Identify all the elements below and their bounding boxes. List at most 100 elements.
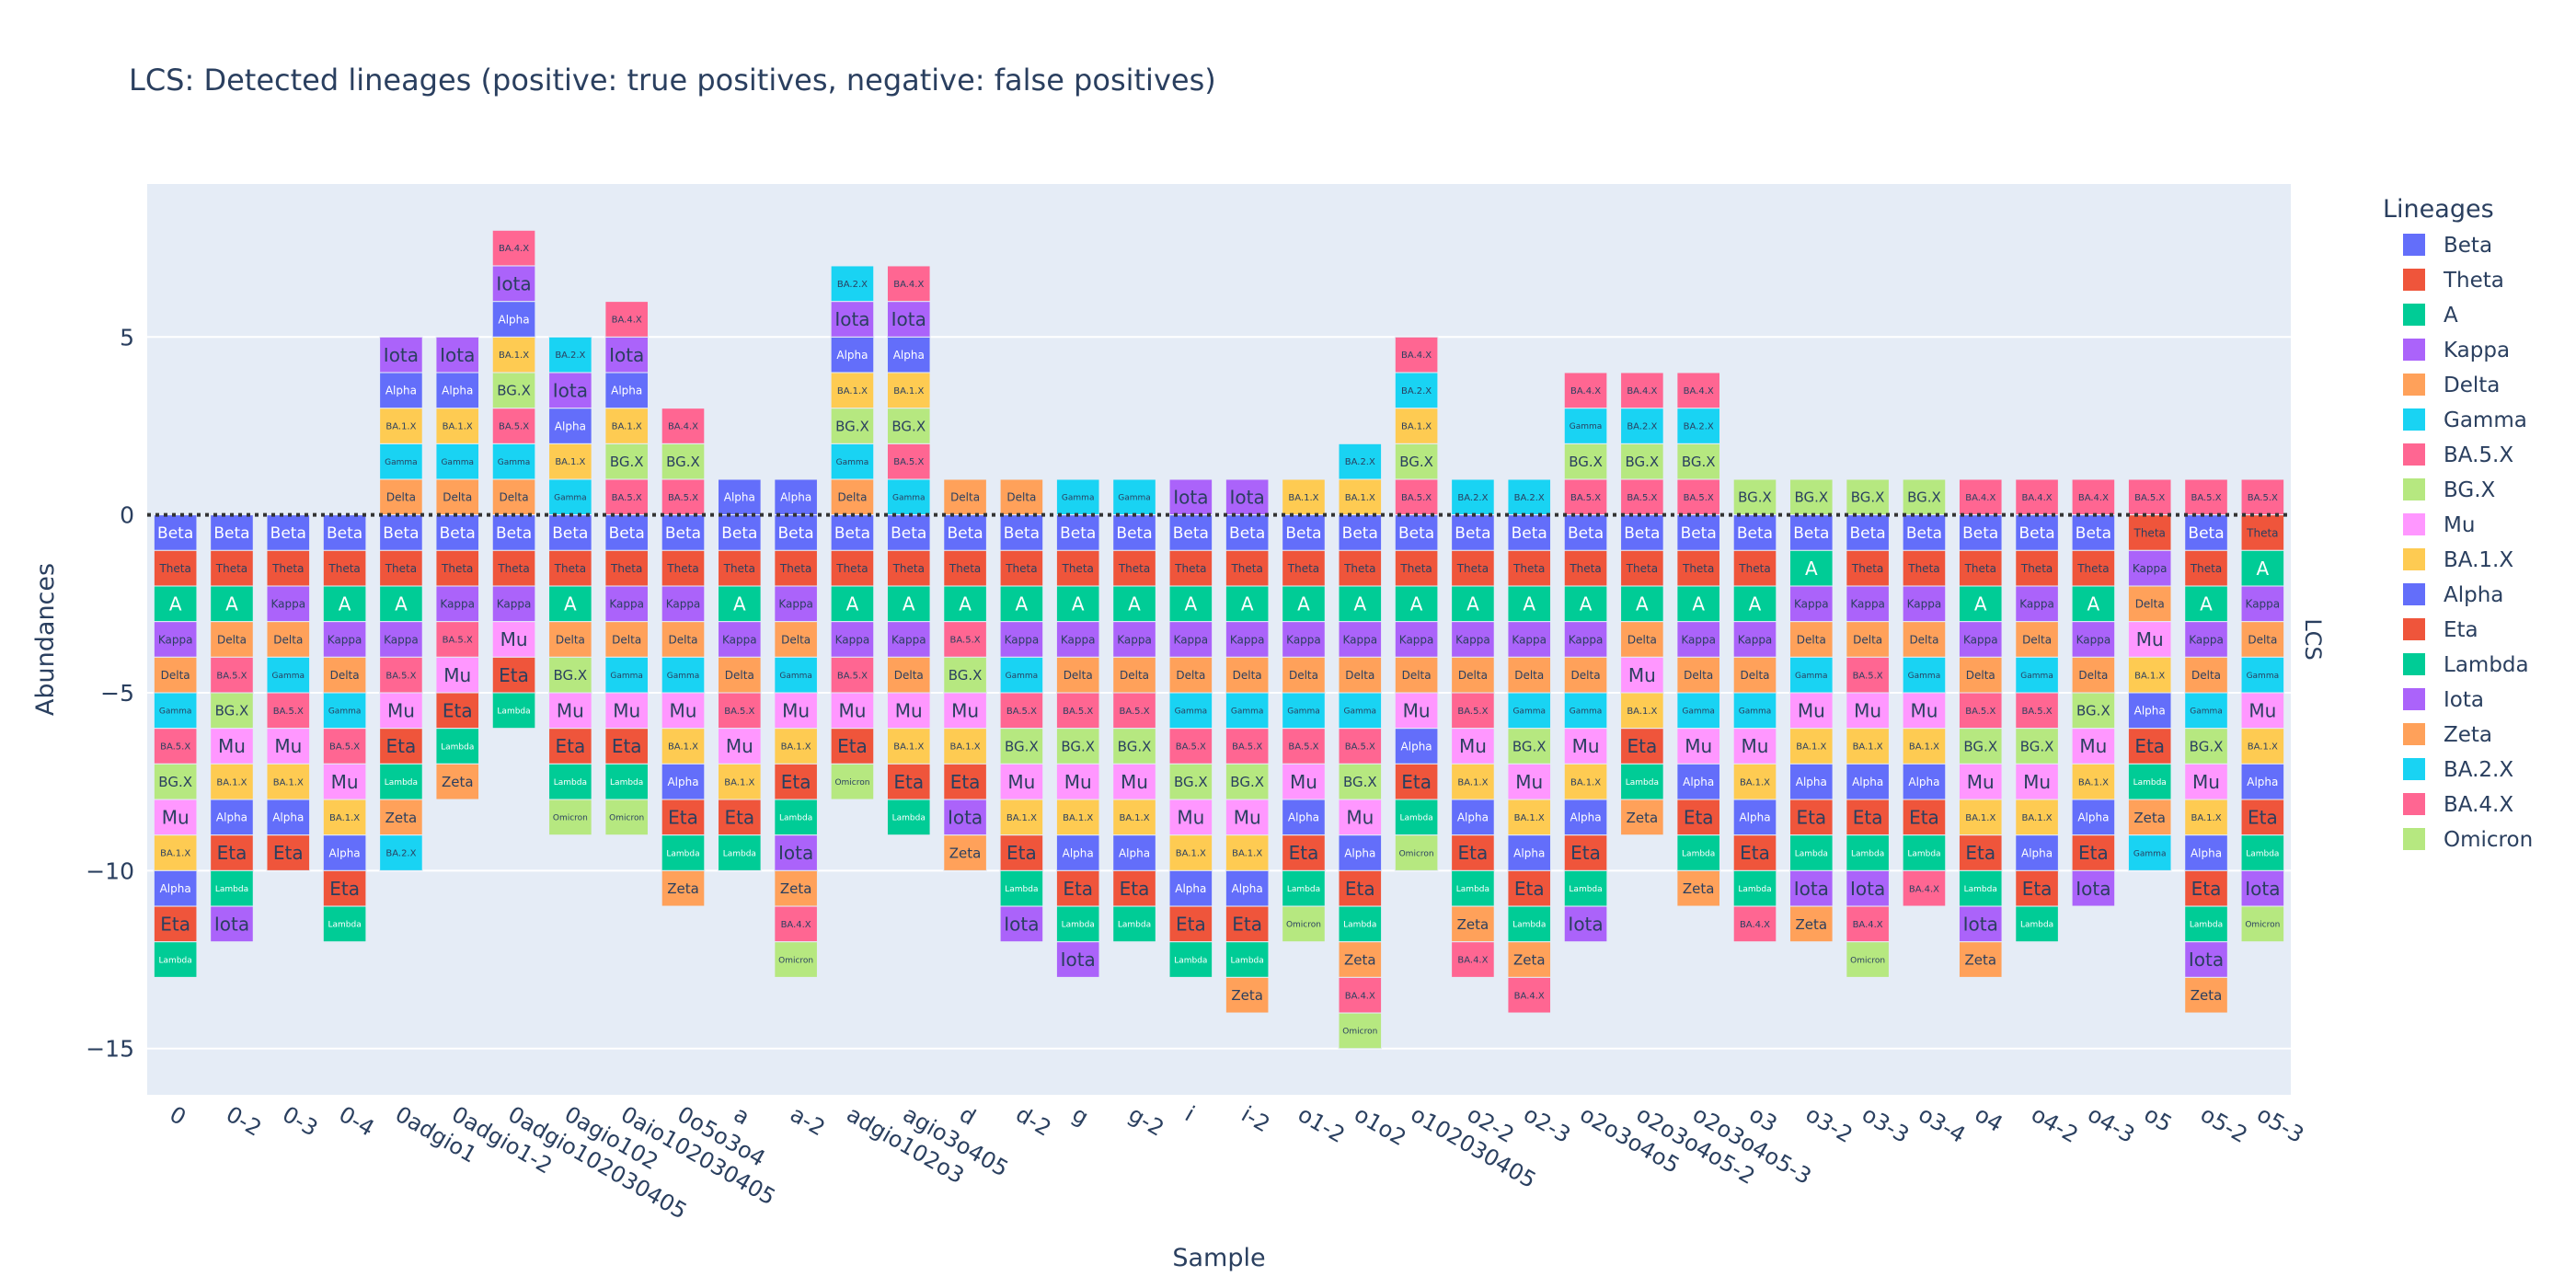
bar-0-2-beta — [210, 514, 254, 551]
bar-o1-2-alpha — [1282, 799, 1326, 836]
bar-label: BG.X — [891, 418, 926, 434]
bar-label: Mu — [951, 700, 979, 722]
bar-0-4-ba-1-x — [322, 799, 367, 836]
bar-label: Lambda — [385, 778, 418, 788]
bar-label: Mu — [2248, 700, 2276, 722]
x-axis-ticks: 0 0-2 0-3 0-4 0adgio10adgio1-20adgio10203040… — [166, 1101, 2308, 1225]
bar-label: Alpha — [1683, 776, 1714, 788]
bar-o1-2-eta — [1282, 834, 1326, 871]
bar-label: BA.1.X — [1232, 849, 1262, 859]
bar-o2o3o4o5-2-ba-1-x — [1620, 692, 1664, 730]
bar-label: Iota — [553, 379, 588, 401]
bar-label: Eta — [1232, 914, 1262, 936]
bar-label: Mu — [2079, 735, 2107, 757]
bar-adgio102o3-eta — [830, 728, 875, 765]
bar-label: Alpha — [1457, 811, 1489, 824]
bar-label: Gamma — [1795, 672, 1828, 681]
bar-0-3-alpha — [266, 799, 311, 836]
bar-label: Gamma — [1287, 707, 1320, 717]
bar-label: Eta — [1176, 914, 1206, 936]
bar-0o5o3o4-zeta — [661, 869, 706, 907]
bar-label: Lambda — [666, 849, 699, 858]
bar-label: Beta — [1229, 524, 1265, 543]
bar-g-ba-5-x — [1055, 692, 1100, 730]
bar-label: BA.1.X — [1909, 742, 1939, 753]
bar-o2-2-ba-4-x — [1451, 941, 1495, 978]
bar-label: Delta — [556, 633, 585, 646]
bars: Beta Theta A Kappa Delta Gamma BA.5.X BG.X Mu BA.… — [153, 229, 2285, 1050]
bar-o1o2-eta — [1338, 869, 1383, 907]
bar-i-2-zeta — [1225, 976, 1270, 1014]
x-tick-label: 0-4 — [335, 1101, 379, 1142]
bar-label: Alpha — [1232, 882, 1263, 895]
bar-0-2-ba-1-x — [210, 763, 254, 800]
bar-label: Mu — [1515, 771, 1543, 793]
bar-label: Beta — [440, 524, 476, 543]
bar-label: Mu — [1628, 664, 1656, 686]
bar-label: Lambda — [1795, 849, 1828, 858]
bar-o2o3o4o5-3-a — [1676, 585, 1720, 623]
bar-d-2-iota — [999, 905, 1044, 943]
bar-o2o3o4o5-2-ba-5-x — [1620, 478, 1664, 516]
bar-o2o3o4o5-3-gamma — [1676, 692, 1720, 730]
bar-0adgio1-2-iota — [435, 336, 480, 374]
bar-0adgio102030405-delta — [491, 478, 536, 516]
bar-label: BA.1.X — [2078, 777, 2109, 788]
bar-o5-2-eta — [2184, 869, 2228, 907]
bar-0aio102030405-mu — [604, 692, 649, 730]
bar-label: A — [1184, 593, 1197, 615]
bar-0-2-theta — [210, 549, 254, 587]
bar-label: Eta — [160, 914, 190, 936]
bar-o2-2-mu — [1451, 728, 1495, 765]
bar-o3-2-zeta — [1789, 905, 1834, 943]
bar-label: Mu — [1290, 771, 1317, 793]
bar-label: Zeta — [385, 810, 418, 826]
bar-0-3-eta — [266, 834, 311, 871]
legend-item-ba-5-x: BA.5.X — [2444, 443, 2513, 467]
legend-item-eta: Eta — [2444, 618, 2478, 642]
legend-item-gamma: Gamma — [2444, 408, 2527, 432]
bar-label: Mu — [1234, 807, 1261, 829]
bar-0-lambda — [153, 941, 198, 978]
bar-label: BA.2.X — [1514, 493, 1545, 503]
bar-label: Lambda — [1512, 921, 1546, 930]
bar-label: Beta — [834, 524, 870, 543]
bar-o2o3o4o5-bg-x — [1563, 443, 1608, 480]
bar-label: Mu — [1742, 735, 1769, 757]
bar-label: Theta — [2190, 562, 2222, 575]
bar-label: A — [1523, 593, 1535, 615]
bar-agio3o405-alpha — [886, 336, 931, 374]
bar-label: BA.1.X — [1063, 813, 1093, 823]
bar-label: Theta — [2246, 526, 2278, 539]
bar-o2o3o4o5-3-zeta — [1676, 869, 1720, 907]
bar-label: Lambda — [1682, 849, 1715, 858]
bar-o2o3o4o5-3-kappa — [1676, 621, 1720, 658]
bar-label: Delta — [1740, 669, 1769, 682]
bar-a-2-mu — [774, 692, 818, 730]
bar-o2o3o4o5-2-ba-2-x — [1620, 408, 1664, 444]
bar-o4-iota — [1958, 905, 2003, 943]
bar-label: Mu — [895, 700, 923, 722]
bar-0o5o3o4-ba-5-x — [661, 478, 706, 516]
bar-label: Gamma — [1908, 672, 1941, 681]
bar-0adgio102030405-eta — [491, 656, 536, 694]
bar-label: Mu — [1177, 807, 1204, 829]
bar-label: Kappa — [1286, 633, 1321, 646]
bar-o4-2-beta — [2015, 514, 2059, 551]
bar-0agio102-omicron — [548, 799, 592, 836]
y-tick-label: −15 — [86, 1036, 134, 1063]
bar-label: Zeta — [1796, 916, 1828, 933]
bar-label: Beta — [1568, 524, 1604, 543]
bar-label: Gamma — [610, 672, 643, 681]
bar-label: Delta — [1120, 669, 1149, 682]
bar-o4-theta — [1958, 549, 2003, 587]
bar-label: Omicron — [834, 778, 869, 788]
bar-label: Eta — [1740, 842, 1770, 864]
bar-0aio102030405-kappa — [604, 585, 649, 623]
bar-label: BA.4.X — [2078, 493, 2109, 503]
bar-i-2-kappa — [1225, 621, 1270, 658]
bar-g-2-alpha — [1112, 834, 1156, 871]
bar-o3-theta — [1732, 549, 1777, 587]
bar-0-4-kappa — [322, 621, 367, 658]
bar-label: Gamma — [1175, 707, 1208, 717]
